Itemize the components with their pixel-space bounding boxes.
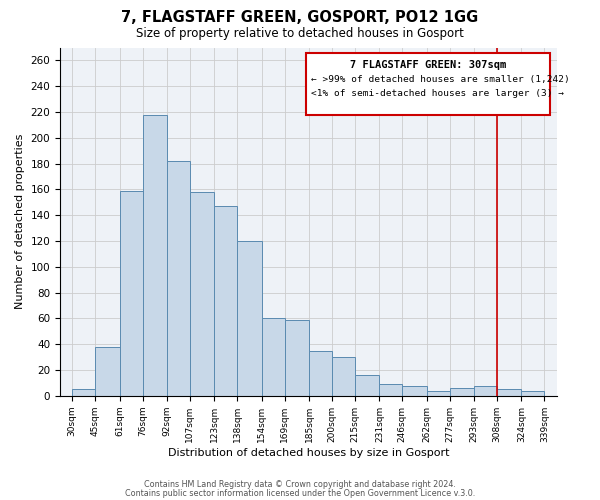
Bar (402, 386, 427, 396)
Bar (332, 357, 355, 396)
Text: ← >99% of detached houses are smaller (1,242): ← >99% of detached houses are smaller (1… (311, 74, 569, 84)
Bar (497, 390, 521, 396)
X-axis label: Distribution of detached houses by size in Gosport: Distribution of detached houses by size … (167, 448, 449, 458)
FancyBboxPatch shape (306, 52, 550, 114)
Text: <1% of semi-detached houses are larger (3) →: <1% of semi-detached houses are larger (… (311, 89, 563, 98)
Bar (284, 320, 309, 396)
Bar (95, 347, 119, 396)
Bar (262, 318, 284, 396)
Bar (309, 350, 332, 396)
Bar (119, 190, 143, 396)
Bar (355, 375, 379, 396)
Bar (214, 206, 237, 396)
Text: Contains public sector information licensed under the Open Government Licence v.: Contains public sector information licen… (125, 488, 475, 498)
Bar (474, 386, 497, 396)
Text: 7, FLAGSTAFF GREEN, GOSPORT, PO12 1GG: 7, FLAGSTAFF GREEN, GOSPORT, PO12 1GG (121, 10, 479, 25)
Bar (379, 384, 402, 396)
Bar (72, 390, 95, 396)
Bar (167, 161, 190, 396)
Text: 7 FLAGSTAFF GREEN: 307sqm: 7 FLAGSTAFF GREEN: 307sqm (350, 60, 506, 70)
Bar (190, 192, 214, 396)
Bar (449, 388, 474, 396)
Bar (143, 114, 167, 396)
Text: Size of property relative to detached houses in Gosport: Size of property relative to detached ho… (136, 28, 464, 40)
Text: Contains HM Land Registry data © Crown copyright and database right 2024.: Contains HM Land Registry data © Crown c… (144, 480, 456, 489)
Y-axis label: Number of detached properties: Number of detached properties (15, 134, 25, 310)
Bar (521, 390, 544, 396)
Bar (237, 241, 262, 396)
Bar (427, 390, 449, 396)
